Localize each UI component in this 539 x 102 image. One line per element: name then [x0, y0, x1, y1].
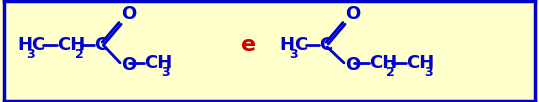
Text: C: C: [31, 36, 45, 54]
Text: e: e: [241, 35, 256, 55]
Text: CH: CH: [57, 36, 85, 54]
Text: O: O: [345, 56, 360, 74]
Text: 3: 3: [289, 48, 298, 61]
Text: H: H: [17, 36, 32, 54]
Text: 2: 2: [75, 48, 84, 61]
Text: 3: 3: [424, 66, 432, 79]
Text: H: H: [280, 36, 295, 54]
Text: O: O: [121, 56, 136, 74]
Text: O: O: [345, 4, 360, 23]
Text: 3: 3: [26, 48, 35, 61]
Text: CH: CH: [406, 54, 434, 72]
Text: C: C: [94, 36, 108, 54]
Text: 3: 3: [162, 66, 170, 79]
Text: O: O: [121, 4, 136, 23]
Text: CH: CH: [369, 54, 397, 72]
Text: 2: 2: [386, 66, 395, 79]
Text: CH: CH: [144, 54, 172, 72]
Text: C: C: [319, 36, 333, 54]
Text: C: C: [294, 36, 307, 54]
